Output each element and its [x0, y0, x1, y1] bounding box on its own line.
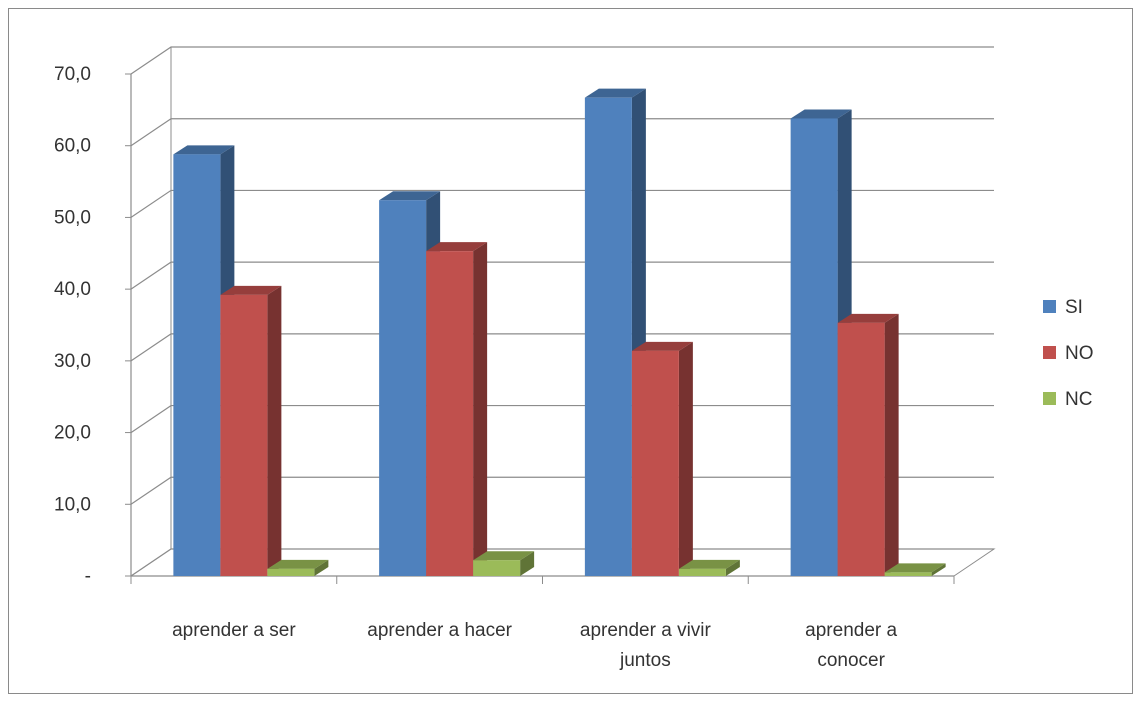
- bar-no: [426, 242, 488, 577]
- gridline: [130, 189, 994, 218]
- bar-side-face: [520, 551, 535, 576]
- bar-top-face: [173, 145, 235, 155]
- bar-front-face: [837, 322, 885, 576]
- gridline: [130, 333, 994, 362]
- y-tick-label: -: [85, 566, 91, 587]
- bar-front-face: [790, 118, 838, 576]
- y-tick-label: 40,0: [54, 279, 91, 300]
- bar-no: [220, 285, 282, 576]
- legend-item-si: SI: [1043, 297, 1083, 318]
- bar-top-face: [473, 551, 535, 561]
- bar-top-face: [220, 285, 282, 295]
- legend: SI NO NC: [1043, 297, 1094, 410]
- bar-side-face: [314, 559, 329, 576]
- legend-item-no: NO: [1043, 343, 1094, 364]
- legend-swatch: [1043, 300, 1056, 313]
- chart-frame: - 10,0 20,0 30,0 40,0 50,0 60,0 70,0 aprender a…: [8, 8, 1133, 694]
- x-category-label: aprender a hacer: [367, 620, 512, 641]
- legend-swatch: [1043, 392, 1056, 405]
- gridline: [130, 548, 994, 577]
- bar-front-face: [173, 154, 221, 576]
- bars: [173, 88, 946, 577]
- y-axis-ticks: - 10,0 20,0 30,0 40,0 50,0 60,0 70,0: [54, 64, 91, 587]
- bar-top-face: [584, 88, 646, 98]
- gridline: [130, 261, 994, 290]
- bar-side-face: [267, 285, 282, 576]
- bar-side-face: [884, 313, 899, 576]
- bar-front-face: [678, 568, 726, 576]
- y-tick-label: 30,0: [54, 351, 91, 372]
- legend-label: SI: [1065, 297, 1083, 318]
- bar-front-face: [426, 251, 474, 577]
- chart-svg: - 10,0 20,0 30,0 40,0 50,0 60,0 70,0 aprender a…: [54, 46, 1094, 671]
- gridline: [130, 46, 994, 75]
- bar-top-face: [267, 559, 329, 569]
- bar-front-face: [473, 560, 521, 576]
- bar-top-face: [790, 109, 852, 119]
- x-category-label: aprender a conocer: [805, 620, 897, 671]
- bar-nc: [884, 563, 946, 576]
- bar-no: [631, 341, 693, 576]
- bar-front-face: [631, 350, 679, 576]
- x-category-label: aprender a ser: [172, 620, 296, 641]
- bar-nc: [267, 559, 329, 576]
- bar-top-face: [884, 563, 946, 573]
- bar-side-face: [931, 563, 946, 576]
- legend-label: NO: [1065, 343, 1094, 364]
- bar-nc: [678, 559, 740, 576]
- y-tick-label: 10,0: [54, 494, 91, 515]
- y-tick-label: 20,0: [54, 423, 91, 444]
- bar-top-face: [379, 191, 441, 201]
- bar-side-face: [473, 242, 488, 577]
- bar-front-face: [220, 294, 268, 576]
- gridline: [130, 476, 994, 505]
- bar-top-face: [426, 242, 488, 252]
- bar-front-face: [884, 572, 932, 576]
- bar-top-face: [837, 313, 899, 323]
- bar-top-face: [631, 341, 693, 351]
- legend-item-nc: NC: [1043, 389, 1092, 410]
- bar-front-face: [267, 568, 315, 576]
- bar-side-face: [678, 341, 693, 576]
- x-category-label: aprender a vivir juntos: [580, 620, 712, 671]
- y-tick-label: 70,0: [54, 64, 91, 85]
- gridlines: [130, 46, 994, 577]
- y-tick-label: 50,0: [54, 207, 91, 228]
- bar-nc: [473, 551, 535, 576]
- bar-side-face: [725, 559, 740, 576]
- x-axis-categories: aprender a ser aprender a hacer aprender a…: [172, 620, 897, 671]
- bar-no: [837, 313, 899, 576]
- y-tick-label: 60,0: [54, 136, 91, 157]
- bar-top-face: [678, 559, 740, 569]
- bar-front-face: [584, 97, 632, 576]
- gridline: [130, 118, 994, 147]
- legend-swatch: [1043, 346, 1056, 359]
- legend-label: NC: [1065, 389, 1092, 410]
- gridline: [130, 404, 994, 434]
- bar-front-face: [379, 200, 427, 576]
